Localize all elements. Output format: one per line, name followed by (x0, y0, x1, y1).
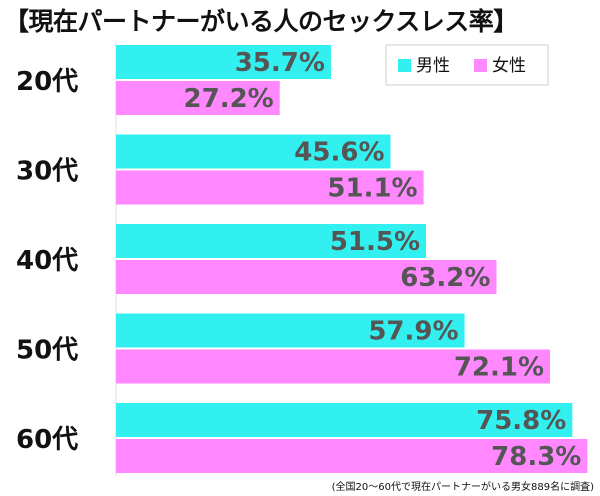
legend-swatch-male (398, 59, 411, 72)
data-label: 57.9% (368, 317, 458, 347)
data-label: 51.5% (330, 227, 420, 257)
category-label: 30代 (16, 157, 78, 187)
data-label: 45.6% (294, 138, 384, 168)
category-label: 50代 (16, 336, 78, 366)
category-label: 60代 (16, 425, 78, 455)
category-label: 40代 (16, 246, 78, 276)
bar-female (116, 439, 588, 473)
legend-label-female: 女性 (492, 56, 526, 76)
data-label: 35.7% (235, 48, 325, 78)
bar-male (116, 403, 573, 437)
bar-male (116, 45, 331, 79)
bar-male (116, 134, 391, 169)
bar-male (116, 224, 427, 258)
survey-note: (全国20〜60代で現在パートナーがいる男女889名に調査) (331, 482, 594, 493)
category-label: 20代 (16, 67, 78, 97)
bar-male (116, 313, 465, 348)
data-label: 72.1% (454, 353, 544, 383)
data-label: 75.8% (476, 406, 566, 436)
chart-title: 【現在パートナーがいる人のセックスレス率】 (4, 7, 518, 36)
data-label: 51.1% (327, 174, 417, 204)
bar-female (116, 170, 424, 205)
bar-female (116, 349, 551, 384)
bar-female (116, 81, 280, 115)
data-label: 27.2% (184, 84, 274, 114)
legend-label-male: 男性 (416, 56, 450, 76)
legend-swatch-female (474, 59, 487, 72)
data-label: 63.2% (400, 263, 490, 293)
bar-female (116, 260, 497, 294)
data-label: 78.3% (491, 442, 581, 472)
legend-box (385, 44, 549, 86)
